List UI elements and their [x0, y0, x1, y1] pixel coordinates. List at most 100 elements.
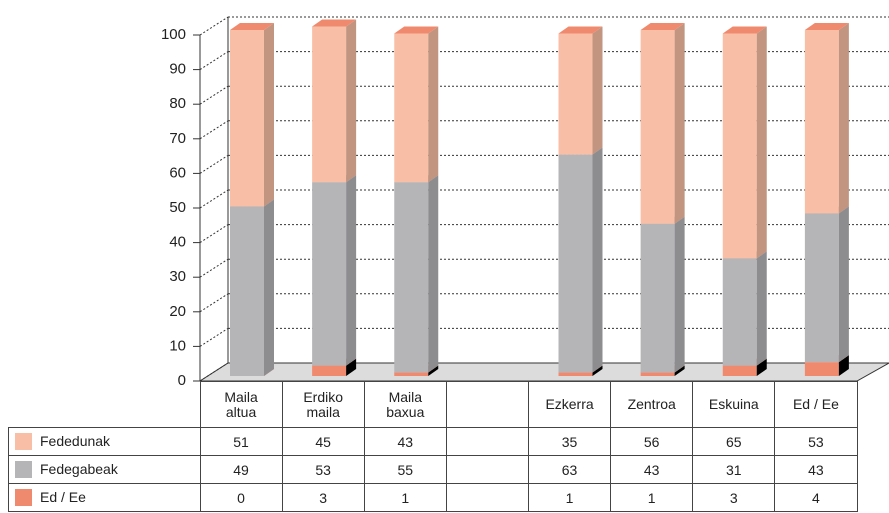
bar-segment [558, 26, 603, 155]
value-cell: 45 [281, 427, 365, 456]
value-cell: 35 [527, 427, 612, 456]
value-cell: 43 [774, 455, 858, 484]
bar-front [394, 372, 429, 376]
value-cell: 1 [527, 483, 612, 512]
value-cell: 1 [363, 483, 447, 512]
bar-side [756, 26, 767, 259]
value-cell: 51 [199, 427, 283, 456]
value-cell: 55 [363, 455, 447, 484]
bar-side [592, 26, 603, 155]
value-cell: 53 [774, 427, 858, 456]
value-cell: 43 [363, 427, 447, 456]
category-cell: Maila baxua [363, 381, 447, 428]
legend-swatch [15, 489, 32, 507]
bar-segment [640, 23, 685, 224]
series-row: Fededunak 51 45 43 35 56 65 53 [8, 427, 858, 456]
bar-front [722, 33, 757, 259]
value-cell [445, 455, 530, 484]
bar-side [838, 23, 849, 214]
legend-swatch [15, 461, 32, 479]
bar-segment [722, 26, 767, 259]
bar-top [312, 19, 357, 27]
tick-diagonal [199, 51, 229, 71]
bar-segment [394, 26, 439, 183]
y-tick-label: 50 [169, 199, 186, 216]
bar-side [264, 23, 274, 207]
bar-side [674, 216, 685, 373]
bar-front [312, 182, 347, 366]
bar-top [722, 26, 767, 34]
bar-front [804, 362, 839, 376]
value-cell: 31 [692, 455, 776, 484]
category-cell: Ezkerra [527, 381, 612, 428]
bar-side [674, 365, 685, 376]
category-cell: Ed / Ee [774, 381, 858, 428]
bar-segment [640, 216, 685, 373]
bar-front [804, 213, 839, 363]
y-tick-label: 40 [169, 234, 186, 251]
bar-side [428, 26, 439, 183]
tick-diagonal [199, 327, 229, 347]
tick-diagonal [199, 85, 229, 105]
bar-front [312, 365, 347, 376]
tick-diagonal [199, 189, 229, 209]
bar-front [312, 26, 347, 183]
legend-cell: Fededunak [8, 427, 201, 456]
bar-side [592, 365, 603, 376]
bar-side [346, 19, 357, 183]
bar-side [264, 199, 274, 376]
bar-side [756, 251, 767, 366]
bar-front [640, 30, 675, 224]
value-cell: 56 [610, 427, 694, 456]
y-tick-label: 80 [169, 95, 186, 112]
bar-side [346, 175, 357, 366]
value-cell: 43 [610, 455, 694, 484]
category-cell [445, 381, 530, 428]
floor [198, 362, 889, 382]
bar-front [722, 365, 757, 376]
corner-cell [9, 382, 201, 428]
bar-segment [230, 199, 274, 376]
bar-segment [804, 23, 849, 214]
bar-segment [230, 23, 274, 207]
bar-front [394, 182, 429, 373]
category-cell: Zentroa [610, 381, 694, 428]
bar-front [558, 372, 593, 376]
value-cell: 0 [199, 483, 283, 512]
bar-side [838, 355, 849, 376]
category-cell: Maila altua [199, 381, 283, 428]
legend-swatch [15, 433, 32, 451]
y-tick-label: 10 [169, 337, 186, 354]
value-cell: 3 [281, 483, 365, 512]
bar-side [674, 23, 685, 224]
bar-front [230, 206, 264, 376]
tick-diagonal [199, 362, 229, 382]
bar-segment [312, 19, 357, 183]
value-cell: 49 [199, 455, 283, 484]
tick-diagonal [199, 224, 229, 244]
y-tick-label: 70 [169, 130, 186, 147]
bar-top [558, 26, 603, 34]
value-cell: 53 [281, 455, 365, 484]
tick-diagonal [199, 16, 229, 36]
category-cell: Eskuina [692, 381, 776, 428]
bar-segment [558, 147, 603, 373]
bar-side [428, 175, 439, 373]
bar-front [558, 33, 593, 155]
value-cell: 4 [774, 483, 858, 512]
bar-side [838, 206, 849, 363]
bar-top [640, 23, 685, 30]
tick-diagonal [199, 154, 229, 174]
bar-front [558, 154, 593, 373]
bar-top [804, 23, 849, 30]
y-tick-label: 60 [169, 164, 186, 181]
tick-diagonal [199, 258, 229, 278]
value-cell: 65 [692, 427, 776, 456]
bar-side [756, 358, 767, 376]
bar-front [640, 223, 675, 373]
y-tick-label: 100 [161, 26, 186, 43]
bar-front [722, 258, 757, 366]
value-cell: 1 [610, 483, 694, 512]
